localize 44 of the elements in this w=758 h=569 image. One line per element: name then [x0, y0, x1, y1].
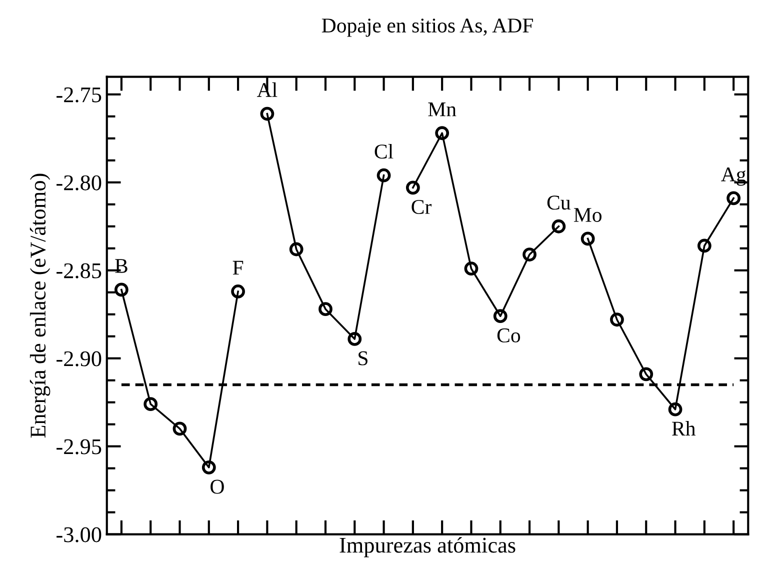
point [464, 262, 478, 276]
annotation: Cu [547, 196, 570, 210]
point [202, 460, 216, 474]
annotation: Ag [721, 167, 746, 186]
y-tick-label: -2.80 [56, 175, 102, 190]
point [435, 126, 450, 140]
point [172, 422, 187, 436]
annotation: Cl [374, 144, 394, 159]
point [726, 191, 741, 206]
annotation: F [232, 260, 244, 275]
point [493, 309, 508, 324]
annotation: B [115, 259, 128, 273]
annotation: Rh [672, 421, 696, 436]
point [348, 332, 362, 346]
annotation: Cr [412, 200, 432, 214]
point [231, 284, 245, 298]
point [552, 219, 566, 234]
point [522, 248, 536, 262]
chart-title: Dopaje en sitios As, ADF [322, 18, 533, 37]
point [668, 402, 682, 416]
point [376, 168, 391, 182]
annotation: Mo [574, 208, 602, 222]
y-tick-label: -3.00 [56, 527, 102, 542]
point [639, 367, 654, 382]
x-axis-title: Impurezas atómicas [340, 537, 516, 558]
annotation: O [210, 480, 224, 494]
point [580, 232, 595, 246]
point [289, 242, 304, 256]
y-axis-title: Energía de enlace (eV/átomo) [30, 174, 50, 438]
point [260, 106, 274, 121]
point [144, 397, 158, 412]
point [610, 312, 624, 327]
annotation: Co [497, 328, 520, 342]
point [697, 238, 712, 253]
y-tick-label: -2.75 [56, 87, 102, 102]
point [406, 180, 420, 195]
y-tick-label: -2.95 [56, 439, 102, 454]
annotation: Mn [428, 102, 456, 116]
annotation: Al [256, 82, 278, 97]
point [318, 302, 332, 316]
y-tick-label: -2.85 [56, 263, 102, 278]
annotation: S [358, 351, 368, 366]
y-tick-label: -2.90 [56, 351, 102, 366]
point [114, 282, 128, 297]
